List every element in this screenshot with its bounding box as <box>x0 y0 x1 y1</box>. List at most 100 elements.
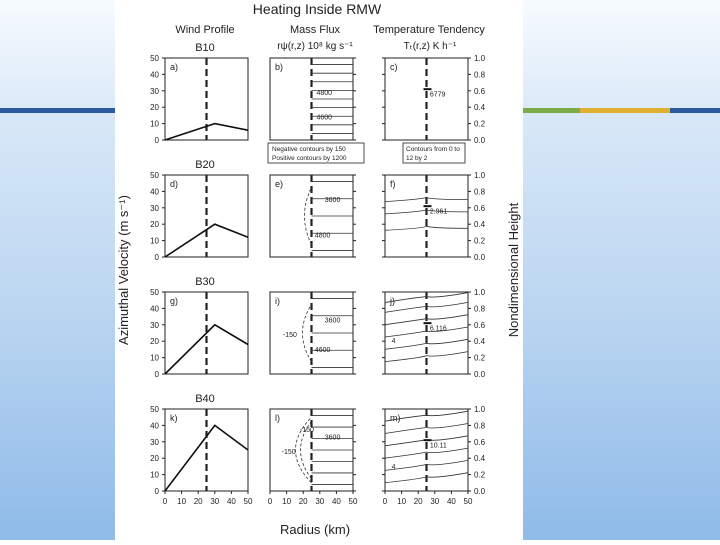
y-tick-label-right: 0.0 <box>474 253 486 262</box>
temp-contour <box>384 410 469 422</box>
x-tick-label: 20 <box>194 497 203 506</box>
y-tick-label-right: 0.8 <box>474 70 486 79</box>
panel-letter: k) <box>170 413 178 423</box>
wind-profile-line-b10 <box>164 122 249 141</box>
panel-letter: a) <box>170 62 178 72</box>
y-tick-label-left: 0 <box>155 370 160 379</box>
annotation-i_neg: -150 <box>283 332 297 339</box>
y-tick-label-left: 10 <box>150 237 159 246</box>
massflux-negative-contour <box>302 304 312 362</box>
y-tick-label-right: 0.8 <box>474 421 486 430</box>
y-tick-label-left: 40 <box>150 70 159 79</box>
annotation-i_lower: 4600 <box>315 347 331 354</box>
x-axis-label: Radius (km) <box>280 522 350 537</box>
figure-title: Heating Inside RMW <box>253 1 382 17</box>
row-title-b30: B30 <box>195 276 215 288</box>
y-tick-label-left: 30 <box>150 438 159 447</box>
y-axis-label-right: Nondimensional Height <box>506 202 521 337</box>
massflux-negative-contour <box>300 421 312 479</box>
temp-contour <box>384 314 469 326</box>
x-tick-label: 40 <box>332 497 341 506</box>
x-tick-label: 50 <box>244 497 253 506</box>
accent-band-yellow <box>580 108 670 113</box>
panel-letter: i) <box>275 296 280 306</box>
y-tick-label-right: 0.6 <box>474 204 486 213</box>
annotation-e_upper: 3600 <box>325 197 341 204</box>
accent-band-green <box>480 108 580 113</box>
legend-temp-box <box>402 142 466 164</box>
annotation-m_value: 10.11 <box>430 443 447 450</box>
panel-letter: d) <box>170 179 178 189</box>
temp-contour <box>384 447 469 459</box>
y-tick-label-left: 40 <box>150 187 159 196</box>
row-title-b20: B20 <box>195 159 215 171</box>
y-tick-label-right: 0.6 <box>474 438 486 447</box>
legend-massflux-box <box>267 142 365 164</box>
temp-contour <box>384 351 469 362</box>
y-tick-label-left: 10 <box>150 120 159 129</box>
y-tick-label-right: 0.0 <box>474 136 486 145</box>
y-tick-label-right: 0.4 <box>474 220 486 229</box>
y-tick-label-left: 30 <box>150 87 159 96</box>
annotation-l_upper: 3600 <box>325 434 341 441</box>
panel-letter: c) <box>390 62 398 72</box>
y-tick-label-right: 0.8 <box>474 187 486 196</box>
y-tick-label-left: 0 <box>155 487 160 496</box>
panel-letter: e) <box>275 179 283 189</box>
legend-massflux-line1: Negative contours by 150 <box>272 146 346 153</box>
x-tick-label: 10 <box>177 497 186 506</box>
y-tick-label-left: 50 <box>150 288 159 297</box>
y-tick-label-right: 0.2 <box>474 120 486 129</box>
y-tick-label-right: 0.4 <box>474 454 486 463</box>
annotation-b_lower: 4600 <box>316 115 332 122</box>
x-tick-label: 20 <box>414 497 423 506</box>
figure-svg: Heating Inside RMW Wind Profile Mass Flu… <box>116 1 521 537</box>
y-tick-label-left: 40 <box>150 304 159 313</box>
x-tick-label: 50 <box>349 497 358 506</box>
temp-contour <box>384 197 469 202</box>
x-tick-label: 40 <box>447 497 456 506</box>
y-tick-label-right: 1.0 <box>474 288 486 297</box>
temp-contour <box>384 326 469 338</box>
annotation-l_neg2: -150 <box>282 449 296 456</box>
y-tick-label-left: 20 <box>150 337 159 346</box>
accent-band-blue-end <box>670 108 720 113</box>
y-tick-label-left: 20 <box>150 454 159 463</box>
wind-profile-line-b40 <box>164 424 249 492</box>
temp-contour <box>384 302 469 313</box>
annotation-e_lower: 4800 <box>315 232 331 239</box>
y-tick-label-right: 0.0 <box>474 370 486 379</box>
x-tick-label: 10 <box>282 497 291 506</box>
wind-profile-line-b30 <box>164 323 249 375</box>
y-tick-label-right: 0.4 <box>474 103 486 112</box>
annotation-j_value: 6.116 <box>430 326 447 333</box>
temp-contour <box>384 338 469 350</box>
y-tick-label-right: 0.2 <box>474 237 486 246</box>
x-tick-label: 40 <box>227 497 236 506</box>
y-tick-label-left: 40 <box>150 421 159 430</box>
y-tick-label-left: 10 <box>150 471 159 480</box>
y-tick-label-right: 0.6 <box>474 321 486 330</box>
figure-panel: Heating Inside RMW Wind Profile Mass Flu… <box>115 0 523 540</box>
y-tick-label-right: 0.8 <box>474 304 486 313</box>
annotation-b_upper: 4800 <box>316 90 332 97</box>
y-tick-label-left: 0 <box>155 253 160 262</box>
temp-contour <box>384 292 469 303</box>
col-header-wind: Wind Profile <box>175 24 234 36</box>
x-tick-label: 30 <box>315 497 324 506</box>
legend-temp-line1: Contours from 0 to <box>406 146 460 153</box>
wind-profile-line-b20 <box>164 223 249 258</box>
temp-units: Tₜ(r,z) K h⁻¹ <box>404 41 457 52</box>
x-tick-label: 0 <box>163 497 168 506</box>
y-tick-label-right: 0.4 <box>474 337 486 346</box>
x-tick-label: 20 <box>299 497 308 506</box>
annotation-m_low: 4 <box>392 464 396 471</box>
annotation-j_low: 4 <box>392 338 396 345</box>
temp-contour <box>384 460 469 471</box>
annotation-c_value: 6779 <box>430 92 446 99</box>
x-tick-label: 0 <box>383 497 388 506</box>
x-tick-label: 30 <box>430 497 439 506</box>
legend-massflux-line2: Positive contours by 1200 <box>272 155 347 162</box>
y-tick-label-left: 0 <box>155 136 160 145</box>
annotation-i_upper: 3600 <box>325 317 341 324</box>
